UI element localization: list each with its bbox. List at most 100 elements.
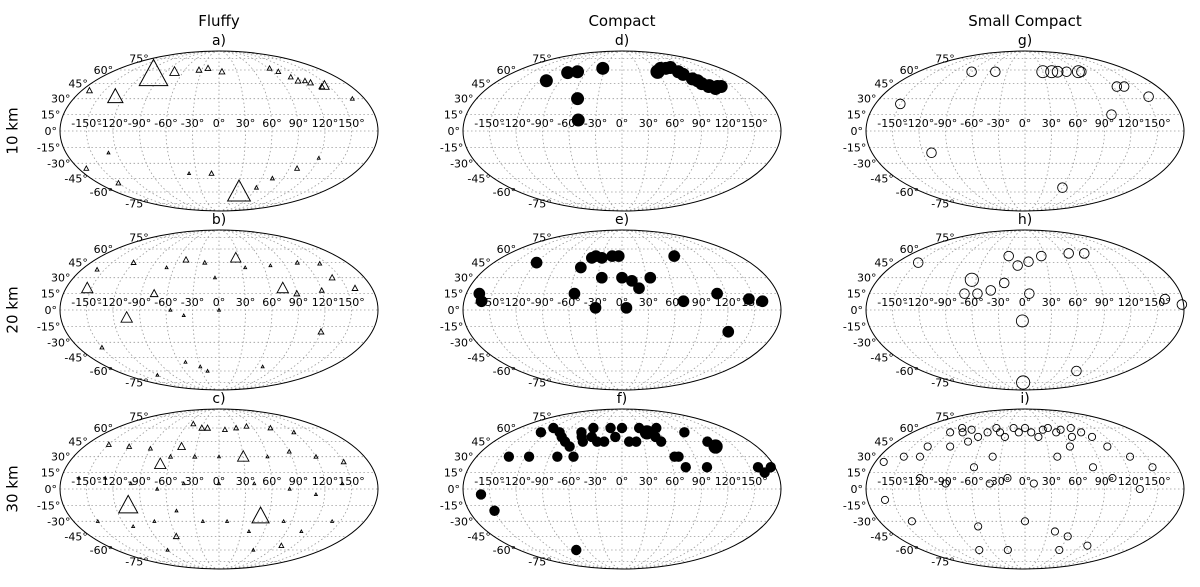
lat-tick-label: -60° xyxy=(90,186,113,199)
lat-tick-label: 0° xyxy=(851,125,864,138)
filled-circle-marker xyxy=(677,295,690,308)
lon-tick-label: 150° xyxy=(338,296,365,309)
open-circle-marker xyxy=(1012,260,1023,271)
open-circle-marker xyxy=(1029,479,1038,488)
triangle-marker xyxy=(117,494,139,514)
lon-tick-label: -90° xyxy=(531,475,554,488)
lat-tick-label: 30° xyxy=(454,451,474,464)
lat-tick-label: 15° xyxy=(847,467,867,480)
open-circle-marker xyxy=(1038,425,1047,434)
lon-tick-label: -120° xyxy=(98,117,128,130)
lat-tick-label: -30° xyxy=(853,336,876,349)
lat-tick-label: 60° xyxy=(900,422,920,435)
lat-tick-label: 45° xyxy=(874,257,894,270)
lat-tick-label: 30° xyxy=(454,272,474,285)
triangle-marker xyxy=(167,453,174,459)
filled-circle-marker xyxy=(588,422,599,434)
triangle-marker xyxy=(83,165,90,171)
lon-tick-label: 120° xyxy=(312,296,339,309)
open-circle-marker xyxy=(1076,66,1087,77)
triangle-marker xyxy=(329,518,335,523)
triangle-marker xyxy=(317,327,325,335)
lon-tick-label: 0° xyxy=(1019,296,1032,309)
meridian-gridline xyxy=(1024,50,1079,212)
lat-tick-label: 30° xyxy=(51,272,71,285)
open-circle-marker xyxy=(998,277,1010,289)
filled-circle-marker xyxy=(722,325,735,338)
lat-tick-label: 45° xyxy=(471,436,491,449)
lon-tick-label: 30° xyxy=(236,117,256,130)
lon-tick-label: 90° xyxy=(1095,117,1115,130)
lat-tick-label: -45° xyxy=(870,530,893,543)
lon-tick-label: 0° xyxy=(213,117,226,130)
meridian-gridline xyxy=(218,408,273,570)
triangle-marker xyxy=(224,518,230,523)
lon-tick-label: -60° xyxy=(154,296,177,309)
filled-circle-marker xyxy=(571,113,585,127)
filled-circle-marker xyxy=(620,301,633,314)
open-circle-marker xyxy=(1118,81,1130,92)
triangle-marker xyxy=(203,424,212,431)
open-circle-marker xyxy=(1108,474,1117,483)
triangle-marker xyxy=(252,481,257,486)
open-circle-marker xyxy=(1015,314,1029,328)
meridian-gridline xyxy=(1024,229,1132,391)
open-circle-marker xyxy=(879,457,888,466)
lat-tick-label: -15° xyxy=(440,320,463,333)
map-border xyxy=(462,229,782,391)
lat-tick-label: -60° xyxy=(493,544,516,557)
lon-tick-label: -120° xyxy=(98,296,128,309)
lon-tick-label: -30° xyxy=(584,117,607,130)
map-panel: f)-150°-120° -90° -60° -30° 0° 30° 60° 90° 120° 1… xyxy=(440,391,782,570)
filled-circle-marker xyxy=(539,74,553,88)
open-circle-marker xyxy=(1066,423,1075,433)
meridian-gridline xyxy=(595,408,623,570)
open-circle-marker xyxy=(1003,545,1012,555)
lat-tick-label: 45° xyxy=(874,78,894,91)
open-circle-marker xyxy=(983,428,992,437)
open-circle-marker xyxy=(975,545,984,555)
open-circle-marker xyxy=(1065,442,1074,451)
triangle-marker xyxy=(216,481,222,486)
meridian-gridline xyxy=(621,408,702,570)
triangle-marker xyxy=(99,344,105,350)
open-circle-marker xyxy=(1016,375,1031,390)
triangle-marker xyxy=(349,95,355,101)
meridian-gridline xyxy=(1024,50,1158,212)
open-circle-marker xyxy=(985,479,994,488)
meridian-gridline xyxy=(945,408,1026,570)
triangle-marker xyxy=(226,178,252,202)
lat-tick-label: 60° xyxy=(497,243,517,256)
triangle-marker xyxy=(149,288,159,298)
lon-tick-label: 30° xyxy=(1042,117,1062,130)
open-circle-marker xyxy=(1009,423,1018,433)
open-circle-marker xyxy=(880,495,890,504)
map-panel: e)-150°-120°-90°-60°-30°0°30°60°90°120°1… xyxy=(440,212,782,391)
triangle-marker xyxy=(316,155,321,160)
filled-circle-marker xyxy=(475,295,488,308)
panel-label: e) xyxy=(615,212,629,228)
map-panel: g)-150°-120° -90° -60° -30° 0° 30° 60° 90° 120° 1… xyxy=(843,33,1185,212)
triangle-marker xyxy=(153,457,167,469)
meridian-gridline xyxy=(1024,408,1079,570)
open-circle-marker xyxy=(974,432,983,441)
open-circle-marker xyxy=(958,428,967,437)
triangle-marker xyxy=(95,518,100,523)
lon-tick-label: 90° xyxy=(692,117,712,130)
lon-tick-label: -150° xyxy=(474,475,504,488)
meridian-gridline xyxy=(112,50,220,212)
lon-tick-label: 120° xyxy=(312,475,339,488)
filled-circle-marker xyxy=(475,489,487,500)
filled-circle-marker xyxy=(574,261,587,274)
triangle-marker xyxy=(198,364,203,369)
triangle-marker xyxy=(266,64,273,71)
lon-tick-label: -150° xyxy=(877,117,907,130)
triangle-marker xyxy=(299,529,304,534)
meridian-gridline xyxy=(1024,50,1052,212)
triangle-marker xyxy=(172,532,180,540)
lon-tick-label: -90° xyxy=(128,117,151,130)
triangle-marker xyxy=(313,453,319,459)
triangle-marker xyxy=(169,65,181,76)
open-circle-marker xyxy=(969,463,979,472)
filled-circle-marker xyxy=(743,293,755,305)
